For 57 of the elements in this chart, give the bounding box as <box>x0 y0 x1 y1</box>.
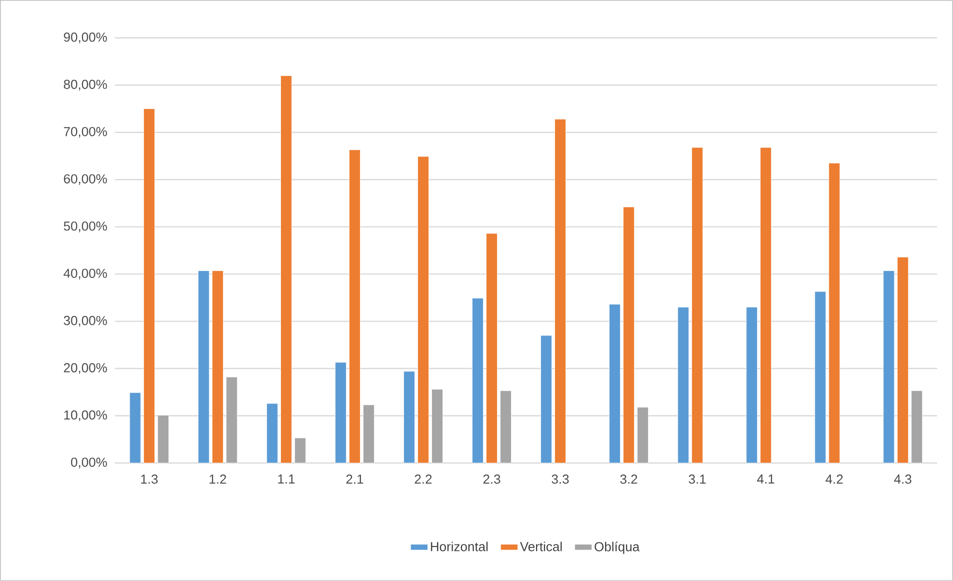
bar <box>760 147 772 464</box>
y-tick-label: 90,00% <box>64 32 107 44</box>
bar <box>609 304 620 464</box>
legend-label: Vertical <box>520 542 562 552</box>
bar <box>746 306 758 464</box>
bar <box>692 147 704 464</box>
bar <box>472 298 484 464</box>
x-tick-label: 4.2 <box>826 474 843 484</box>
x-tick-label: 3.1 <box>688 474 706 484</box>
x-tick-label: 1.1 <box>278 474 295 484</box>
bar <box>143 108 155 464</box>
bar <box>554 118 566 464</box>
x-tick-label: 1.2 <box>210 474 226 484</box>
bar <box>266 403 278 464</box>
bar <box>500 390 512 464</box>
bar <box>637 407 648 464</box>
x-tick-label: 2.3 <box>483 474 500 484</box>
bar <box>335 362 346 464</box>
bar <box>623 206 634 464</box>
x-tick-label: 2.1 <box>346 474 364 484</box>
legend-label: Oblíqua <box>594 542 640 554</box>
bar <box>404 371 415 464</box>
bar <box>814 291 826 464</box>
bar <box>828 162 840 464</box>
bar <box>432 389 443 464</box>
x-tick-label: 1.3 <box>141 474 158 484</box>
y-tick-label: 60,00% <box>64 174 107 186</box>
bar <box>678 306 690 464</box>
y-tick-label: 30,00% <box>64 316 107 327</box>
x-tick-label: 3.2 <box>620 474 638 484</box>
y-tick-label: 70,00% <box>64 127 107 138</box>
bar <box>911 390 923 464</box>
bar <box>226 376 238 464</box>
y-tick-label: 80,00% <box>64 80 107 91</box>
y-tick-label: 50,00% <box>64 221 107 232</box>
bar <box>129 392 141 464</box>
x-tick-label: 4.1 <box>757 474 774 484</box>
x-tick-label: 4.3 <box>894 474 912 484</box>
y-tick-label: 20,00% <box>64 363 107 374</box>
y-tick-label: 0,00% <box>71 458 107 468</box>
bar <box>212 270 224 464</box>
x-tick-label: 3.3 <box>552 474 569 484</box>
bar <box>280 76 292 464</box>
bar <box>294 438 306 464</box>
bar <box>157 415 169 464</box>
bar <box>540 335 552 464</box>
y-tick-label: 40,00% <box>64 268 107 280</box>
bar <box>349 150 360 464</box>
x-tick-label: 2.2 <box>414 474 432 484</box>
bar <box>883 270 895 464</box>
bar <box>363 404 374 464</box>
bar <box>486 233 498 464</box>
bar <box>897 256 909 464</box>
bar <box>418 156 429 464</box>
y-tick-label: 10,00% <box>64 410 107 422</box>
bar <box>198 270 210 464</box>
legend-label: Horizontal <box>430 542 488 552</box>
